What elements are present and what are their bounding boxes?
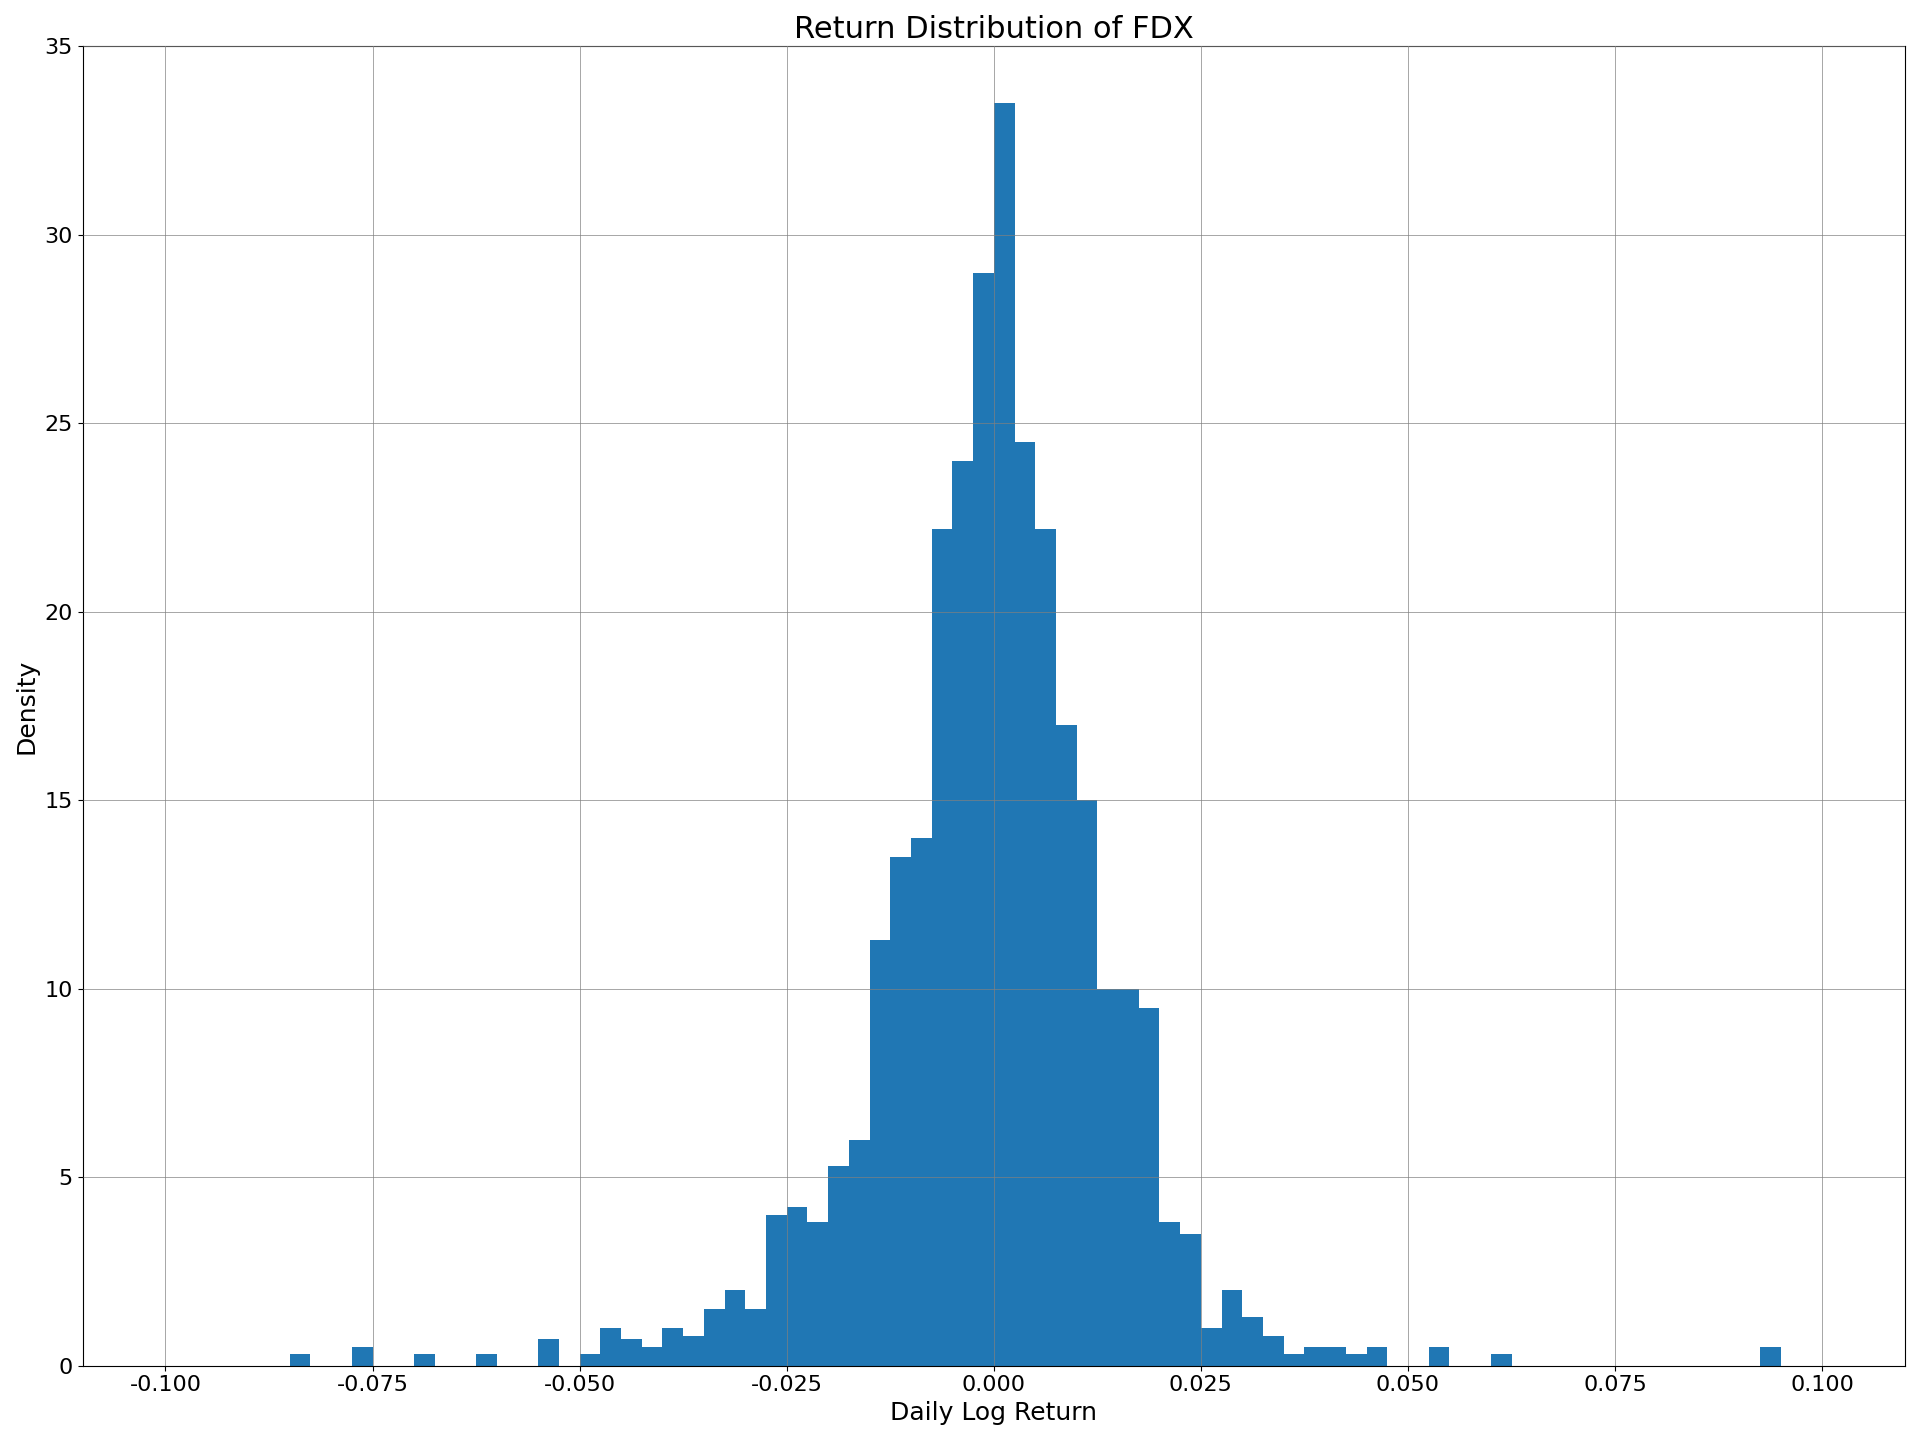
Bar [766,1215,787,1365]
Bar [1117,989,1139,1365]
Bar [351,1346,372,1365]
Bar [1035,528,1056,1365]
Bar [580,1355,601,1365]
Bar [724,1290,745,1365]
Bar [1325,1346,1346,1365]
Bar [1056,724,1077,1365]
Bar [705,1309,724,1365]
X-axis label: Daily Log Return: Daily Log Return [891,1401,1098,1426]
Bar [891,857,910,1365]
Bar [910,838,931,1365]
Bar [662,1328,684,1365]
Bar [415,1355,434,1365]
Bar [787,1207,808,1365]
Bar [1263,1335,1284,1365]
Y-axis label: Density: Density [15,658,38,753]
Bar [1077,801,1098,1365]
Bar [1221,1290,1242,1365]
Bar [476,1355,497,1365]
Bar [1490,1355,1511,1365]
Title: Return Distribution of FDX: Return Distribution of FDX [795,14,1194,45]
Bar [1181,1234,1200,1365]
Bar [1242,1316,1263,1365]
Bar [849,1139,870,1365]
Bar [1098,989,1117,1365]
Bar [828,1166,849,1365]
Bar [620,1339,641,1365]
Bar [870,940,891,1365]
Bar [1160,1223,1181,1365]
Bar [1284,1355,1304,1365]
Bar [1139,1008,1160,1365]
Bar [601,1328,620,1365]
Bar [538,1339,559,1365]
Bar [1304,1346,1325,1365]
Bar [808,1223,828,1365]
Bar [973,272,995,1365]
Bar [1367,1346,1388,1365]
Bar [745,1309,766,1365]
Bar [1761,1346,1780,1365]
Bar [995,102,1014,1365]
Bar [1346,1355,1367,1365]
Bar [1014,442,1035,1365]
Bar [1200,1328,1221,1365]
Bar [1428,1346,1450,1365]
Bar [641,1346,662,1365]
Bar [931,528,952,1365]
Bar [952,461,973,1365]
Bar [290,1355,311,1365]
Bar [684,1335,705,1365]
